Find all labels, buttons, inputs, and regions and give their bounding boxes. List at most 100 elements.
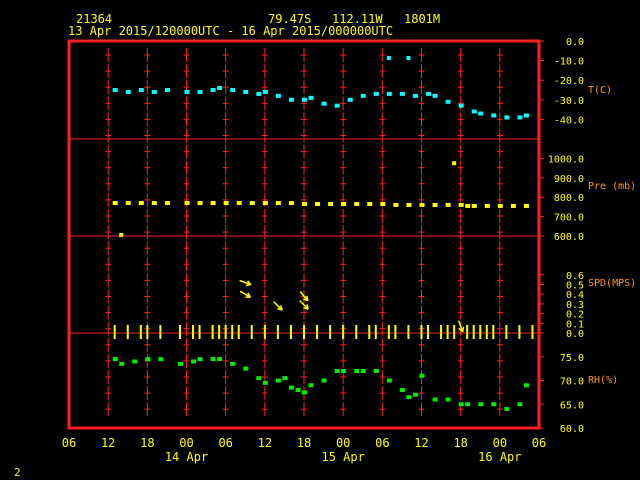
y-tick-label: -40.0 xyxy=(554,115,584,126)
wind-arrow xyxy=(239,290,252,298)
wind-calm-mark xyxy=(453,325,456,339)
temperature-point xyxy=(517,115,523,120)
temperature-outlier-point xyxy=(386,56,391,60)
rh-point xyxy=(523,383,529,388)
rh-point xyxy=(112,357,118,362)
wind-arrow-head xyxy=(306,304,309,310)
temperature-point xyxy=(321,101,327,106)
rh-point xyxy=(360,369,366,373)
y-tick-label: -20.0 xyxy=(554,76,584,87)
temperature-point xyxy=(471,109,477,114)
y-tick-label: 0.0 xyxy=(566,329,584,340)
y-tick-label: 0.3 xyxy=(566,300,584,311)
wind-calm-mark xyxy=(531,325,534,339)
y-tick-label: 0.0 xyxy=(566,37,584,48)
y-tick-label: -30.0 xyxy=(554,96,584,107)
pressure-point xyxy=(315,201,321,206)
y-tick-label: -10.0 xyxy=(554,57,584,68)
temperature-point xyxy=(302,97,307,102)
wind-calm-mark xyxy=(276,325,279,339)
pressure-point xyxy=(497,203,503,208)
temperature-point xyxy=(184,89,190,94)
wind-calm-mark xyxy=(224,325,227,339)
rh-point xyxy=(132,359,138,364)
wind-calm-mark xyxy=(505,325,508,339)
wind-calm-mark xyxy=(472,325,475,339)
wind-calm-mark xyxy=(303,325,305,339)
x-tick-label: 18 xyxy=(453,436,467,450)
pressure-point xyxy=(484,203,490,208)
y-tick-label: 700.0 xyxy=(554,213,584,224)
temperature-point xyxy=(347,97,353,102)
pressure-point xyxy=(236,201,242,206)
rh-point xyxy=(308,383,314,388)
pressure-point xyxy=(262,201,268,206)
wind-calm-mark xyxy=(231,325,234,339)
pressure-point xyxy=(249,201,255,206)
rh-point xyxy=(478,402,484,407)
station-elevation: 1801M xyxy=(404,12,441,26)
x-tick-label: 00 xyxy=(493,436,507,450)
x-tick-label: 12 xyxy=(258,436,272,450)
wind-calm-mark xyxy=(446,325,449,339)
wind-calm-mark xyxy=(139,325,142,339)
rh-point xyxy=(465,402,471,407)
pressure-point xyxy=(341,201,347,206)
rh-point xyxy=(458,402,464,407)
pressure-point xyxy=(432,202,438,207)
y-tick-label: 0.1 xyxy=(566,319,584,330)
temperature-point xyxy=(458,103,464,108)
wind-arrow xyxy=(273,301,283,311)
rh-point xyxy=(243,366,249,371)
wind-arrow xyxy=(457,320,465,333)
temperature-point xyxy=(491,113,497,118)
rh-point xyxy=(302,390,307,395)
pressure-point xyxy=(138,201,144,206)
temperature-point xyxy=(386,91,392,96)
wind-calm-mark xyxy=(316,325,319,339)
wind-arrow-shaft xyxy=(299,291,309,302)
wind-calm-mark xyxy=(250,325,253,339)
pressure-point xyxy=(184,201,190,206)
x-tick-label: 06 xyxy=(375,436,389,450)
pressure-point xyxy=(223,201,229,206)
temperature-point xyxy=(197,89,203,94)
temperature-point xyxy=(445,99,451,104)
wind-calm-mark xyxy=(427,325,430,339)
y-tick-label: 75.0 xyxy=(560,353,584,364)
pressure-point xyxy=(112,201,118,206)
wind-calm-mark xyxy=(329,325,332,339)
rh-point xyxy=(517,402,523,407)
wind-calm-mark xyxy=(492,325,495,339)
wind-arrow-head xyxy=(247,280,252,286)
wind-calm-mark xyxy=(178,325,181,339)
pressure-point xyxy=(125,201,131,206)
temperature-point xyxy=(112,88,118,92)
rh-point xyxy=(334,369,340,373)
rh-point xyxy=(321,378,327,383)
wind-arrow xyxy=(239,279,252,287)
wind-calm-mark xyxy=(374,325,377,339)
panel-label: T(C) xyxy=(588,85,612,96)
pressure-outlier-point xyxy=(119,233,124,237)
temperature-point xyxy=(210,88,216,92)
rh-point xyxy=(288,385,294,390)
wind-calm-mark xyxy=(146,325,149,339)
temperature-point xyxy=(399,91,405,96)
pressure-point xyxy=(380,201,386,206)
rh-point xyxy=(399,388,405,392)
wind-calm-mark xyxy=(342,325,345,339)
rh-point xyxy=(295,388,301,392)
wind-calm-mark xyxy=(159,325,162,339)
pressure-point xyxy=(210,201,216,206)
temperature-point xyxy=(412,93,418,98)
pressure-point xyxy=(471,203,477,208)
wind-calm-mark xyxy=(113,325,116,339)
date-label: 16 Apr xyxy=(478,450,521,464)
pressure-point xyxy=(465,203,471,208)
wind-calm-mark xyxy=(126,325,129,339)
temperature-point xyxy=(230,88,236,92)
rh-point xyxy=(419,373,425,378)
temperature-point xyxy=(151,89,157,94)
